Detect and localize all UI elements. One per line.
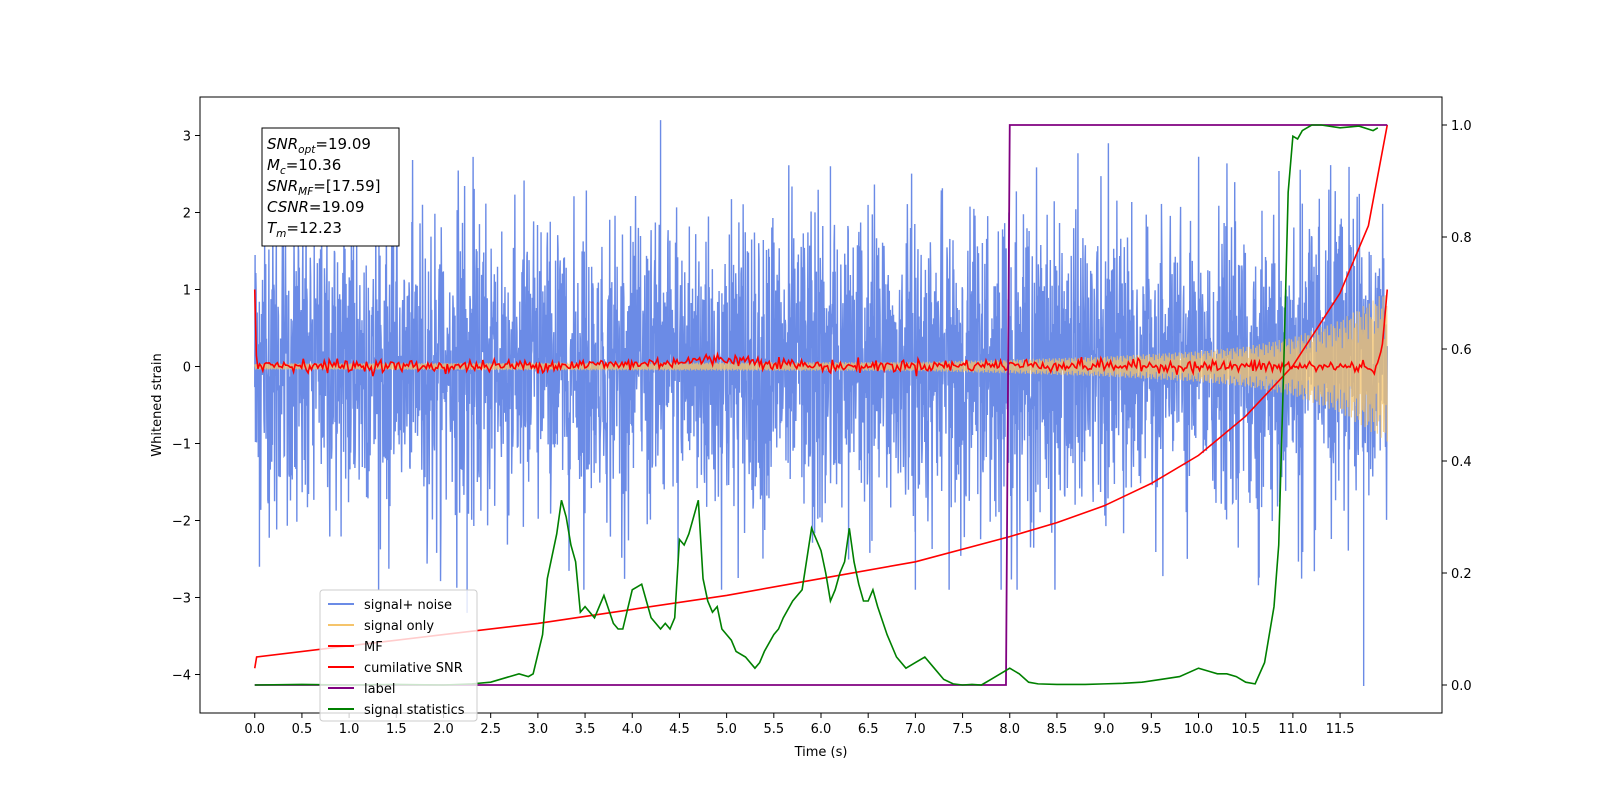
x-tick-label: 10.5: [1231, 722, 1260, 737]
annotation-sub: opt: [298, 144, 316, 156]
y2-tick-label: 0.6: [1451, 343, 1472, 358]
legend-label: signal only: [364, 619, 434, 634]
x-axis-label: Time (s): [794, 745, 848, 760]
series-mf: [253, 289, 1389, 377]
annotation-value: =[17.59]: [313, 177, 380, 195]
x-tick-label: 0.0: [244, 722, 265, 737]
legend-label: signal statistics: [364, 703, 465, 718]
annotation-sub: MF: [298, 186, 314, 198]
x-tick-label: 6.5: [858, 722, 879, 737]
legend: signal+ noise signal only MF cumilative SNR…: [319, 589, 478, 722]
x-tick-label: 3.5: [575, 722, 596, 737]
y-tick-label: 3: [183, 130, 191, 145]
y2-tick-label: 1.0: [1451, 119, 1472, 134]
x-tick-label: 5.5: [763, 722, 784, 737]
x-tick-label: 2.5: [480, 722, 501, 737]
y-tick-label: −4: [172, 669, 191, 684]
x-tick-label: 2.0: [433, 722, 454, 737]
annotation-sub: m: [276, 228, 286, 240]
annotation-line: SNRMF=[17.59]: [267, 177, 381, 198]
x-tick-label: 11.5: [1326, 722, 1355, 737]
plot-area: [253, 120, 1389, 687]
annotation-var: SNR: [267, 135, 298, 153]
x-tick-label: 9.5: [1141, 722, 1162, 737]
series-signal-only: [254, 295, 1388, 442]
annotation-value: =19.09: [315, 135, 371, 153]
annotation-sub: c: [280, 165, 286, 177]
series-signal-statistics: [254, 124, 1379, 686]
annotation-value: =10.36: [286, 156, 342, 174]
series-label: [254, 124, 1388, 686]
annotation-var: M: [267, 156, 280, 174]
x-tick-label: 8.5: [1047, 722, 1068, 737]
y-tick-label: −1: [172, 438, 191, 453]
annotation-var: T: [267, 219, 278, 237]
y2-tick-label: 0.2: [1451, 567, 1472, 582]
annotation-value: =12.23: [286, 219, 342, 237]
x-tick-label: 7.5: [952, 722, 973, 737]
x-tick-label: 1.0: [339, 722, 360, 737]
x-tick-label: 9.0: [1094, 722, 1115, 737]
x-tick-label: 5.0: [716, 722, 737, 737]
annotation-value: =19.09: [309, 198, 365, 216]
annotation-line: Tm=12.23: [267, 219, 342, 240]
y2-tick-label: 0.8: [1451, 231, 1472, 246]
x-tick-label: 10.0: [1184, 722, 1213, 737]
x-tick-label: 4.0: [622, 722, 643, 737]
annotation-line: Mc=10.36: [267, 156, 341, 177]
x-tick-label: 0.5: [292, 722, 313, 737]
annotation-var: CSNR: [267, 198, 309, 216]
annotation-frame: [261, 127, 400, 247]
annotation-var: SNR: [267, 177, 298, 195]
x-tick-label: 1.5: [386, 722, 407, 737]
annotation-line: CSNR=19.09: [267, 198, 364, 216]
y-tick-label: 1: [183, 284, 191, 299]
x-tick-label: 3.0: [528, 722, 549, 737]
x-tick-label: 11.0: [1278, 722, 1307, 737]
legend-frame: [319, 589, 478, 722]
legend-label: label: [364, 682, 395, 697]
legend-label: cumilative SNR: [364, 661, 463, 676]
x-tick-label: 4.5: [669, 722, 690, 737]
y-axis-label: Whitened strain: [150, 353, 165, 456]
annotation-box: SNRopt=19.09Mc=10.36SNRMF=[17.59]CSNR=19…: [261, 127, 400, 247]
y2-tick-label: 0.4: [1451, 455, 1472, 470]
y-tick-label: 2: [183, 207, 191, 222]
y-tick-label: −2: [172, 515, 191, 530]
legend-label: signal+ noise: [364, 598, 452, 613]
y-tick-label: −3: [172, 592, 191, 607]
y2-tick-label: 0.0: [1451, 679, 1472, 694]
series-signal-noise: [254, 120, 1388, 687]
legend-label: MF: [364, 640, 383, 655]
axes: 0.0 0.5 1.0 1.5 2.0 2.5 3.0 3.5 4.0 4.5 5.0 5.5 6.0 6…: [150, 96, 1472, 760]
y-tick-label: 0: [183, 361, 191, 376]
annotation-line: SNRopt=19.09: [267, 135, 371, 156]
x-tick-label: 8.0: [999, 722, 1020, 737]
x-tick-label: 7.0: [905, 722, 926, 737]
x-tick-label: 6.0: [811, 722, 832, 737]
